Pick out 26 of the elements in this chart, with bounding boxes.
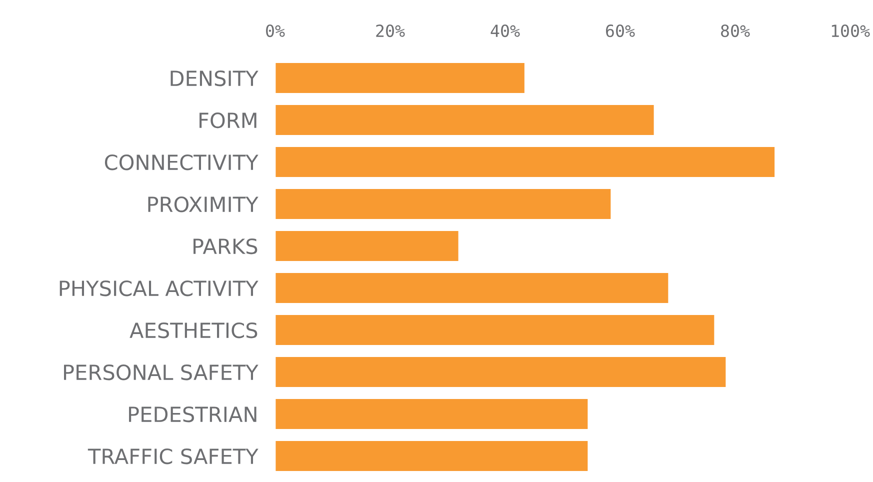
bar (275, 272, 670, 304)
bar (275, 146, 776, 178)
x-tick-label: 20% (376, 24, 405, 38)
bar (275, 188, 612, 220)
y-tick-label: FORM (200, 112, 256, 128)
y-tick-label: PEDESTRIAN (129, 406, 256, 422)
bar (275, 314, 716, 346)
x-tick-label: 40% (490, 24, 520, 38)
bar (275, 356, 728, 388)
y-tick-label: PARKS (194, 238, 258, 254)
x-tick-label: 100% (832, 24, 870, 38)
bar (275, 230, 460, 262)
y-tick-label: AESTHETICS (130, 322, 258, 338)
bar (275, 398, 590, 430)
y-tick-label: CONNECTIVITY (104, 154, 258, 170)
bar (275, 440, 590, 472)
y-tick-label: PROXIMITY (148, 196, 258, 212)
bar (275, 62, 526, 94)
x-tick-label: 0% (266, 24, 285, 38)
y-tick-label: DENSITY (170, 70, 258, 86)
x-tick-label: 60% (606, 24, 635, 38)
bar (275, 104, 656, 136)
y-tick-label: PERSONAL SAFETY (64, 364, 258, 380)
y-tick-label: TRAFFIC SAFETY (88, 448, 258, 464)
y-tick-label: PHYSICAL ACTIVITY (60, 280, 258, 296)
x-tick-label: 80% (721, 24, 750, 38)
